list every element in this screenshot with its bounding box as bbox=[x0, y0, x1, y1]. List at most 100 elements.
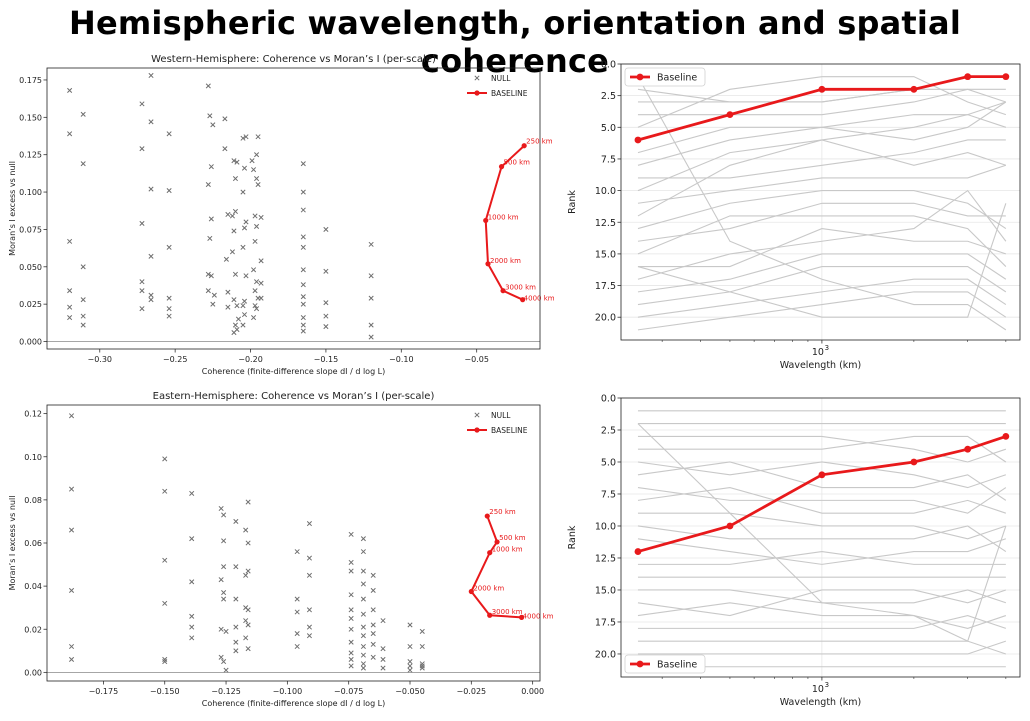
western-scatter-null-point bbox=[324, 269, 328, 273]
eastern-scatter-null-point bbox=[371, 608, 375, 612]
western-scatter-null-point bbox=[149, 297, 153, 301]
eastern-scatter-null-point bbox=[69, 644, 73, 648]
eastern-scatter-null-point bbox=[408, 668, 412, 672]
western-scatter-null-point bbox=[259, 259, 263, 263]
western-scatter-null-point bbox=[242, 166, 246, 170]
western-scatter-null-point bbox=[232, 229, 236, 233]
eastern-scatter-null-point bbox=[381, 657, 385, 661]
eastern-scatter-null-point bbox=[361, 612, 365, 616]
eastern-rank-ytick-label: 15.0 bbox=[595, 585, 616, 596]
western-rank-baseline-point bbox=[1002, 73, 1009, 80]
eastern-scatter-legend-null-label: NULL bbox=[491, 411, 511, 420]
eastern-scatter-null-point bbox=[221, 539, 225, 543]
eastern-scatter-chart: Eastern-Hemisphere: Coherence vs Moran’s… bbox=[0, 388, 545, 721]
western-scatter-null-point bbox=[67, 239, 71, 243]
western-scatter-null-point bbox=[167, 245, 171, 249]
western-scatter-null-point bbox=[67, 132, 71, 136]
western-scatter-null-point bbox=[301, 329, 305, 333]
western-scatter-ytick-label: 0.100 bbox=[19, 188, 42, 197]
western-scatter-null-point bbox=[301, 283, 305, 287]
eastern-scatter-null-point bbox=[420, 629, 424, 633]
western-scatter-null-point bbox=[301, 302, 305, 306]
eastern-scatter-null-point bbox=[221, 565, 225, 569]
western-scatter-null-point bbox=[167, 306, 171, 310]
western-scatter-baseline-label: 3000 km bbox=[505, 284, 536, 292]
western-scatter-null-point bbox=[251, 315, 255, 319]
western-scatter-ytick-label: 0.075 bbox=[19, 225, 42, 234]
western-scatter-null-point bbox=[301, 245, 305, 249]
western-scatter-null-point bbox=[254, 280, 258, 284]
western-scatter-ytick-label: 0.050 bbox=[19, 263, 42, 272]
western-scatter-null-point bbox=[223, 147, 227, 151]
eastern-scatter-null-point bbox=[219, 627, 223, 631]
western-scatter-null-point bbox=[232, 297, 236, 301]
eastern-scatter-null-point bbox=[381, 666, 385, 670]
western-scatter-ytick-label: 0.175 bbox=[19, 76, 42, 85]
western-scatter-null-point bbox=[149, 73, 153, 77]
eastern-rank-ytick-label: 10.0 bbox=[595, 521, 616, 532]
eastern-scatter-ylabel: Moran’s I excess vs null bbox=[8, 496, 17, 591]
eastern-scatter-ytick-label: 0.12 bbox=[24, 410, 42, 419]
western-scatter-null-point bbox=[254, 224, 258, 228]
eastern-scatter-null-point bbox=[349, 651, 353, 655]
eastern-scatter-null-point bbox=[224, 668, 228, 672]
eastern-scatter-null-point bbox=[307, 573, 311, 577]
western-rank-chart: 0.0 2.5 5.0 7.5 10.0 12.5 15.0 17.5 20.0 10 3 Wavel… bbox=[555, 55, 1025, 380]
eastern-scatter-null-point bbox=[408, 623, 412, 627]
eastern-scatter-xtick-label: −0.175 bbox=[89, 687, 119, 696]
eastern-scatter-null-point bbox=[371, 631, 375, 635]
western-scatter-null-point bbox=[250, 158, 254, 162]
eastern-scatter-null-point bbox=[69, 414, 73, 418]
eastern-scatter-ytick-label: 0.10 bbox=[24, 453, 42, 462]
eastern-scatter-baseline-label: 4000 km bbox=[523, 612, 554, 620]
western-scatter-null-point bbox=[140, 289, 144, 293]
western-scatter-null-point bbox=[67, 88, 71, 92]
western-scatter-ytick-label: 0.125 bbox=[19, 151, 42, 160]
western-scatter-ylabel: Moran’s I excess vs null bbox=[8, 161, 17, 256]
western-scatter-null-point bbox=[256, 182, 260, 186]
eastern-rank-baseline-point bbox=[727, 523, 734, 530]
eastern-rank-baseline-point bbox=[1002, 433, 1009, 440]
eastern-scatter-null-point bbox=[234, 625, 238, 629]
western-scatter-null-point bbox=[241, 303, 245, 307]
western-rank-baseline-point bbox=[727, 111, 734, 118]
western-scatter-null-point bbox=[224, 257, 228, 261]
western-scatter-null-point bbox=[241, 323, 245, 327]
western-scatter-null-point bbox=[211, 302, 215, 306]
eastern-scatter-null-point bbox=[408, 664, 412, 668]
western-scatter-null-point bbox=[244, 274, 248, 278]
western-scatter-ytick-label: 0.150 bbox=[19, 113, 42, 122]
eastern-rank-xtick-exponent: 3 bbox=[825, 681, 829, 689]
western-scatter-null-point bbox=[167, 132, 171, 136]
eastern-scatter-null-point bbox=[234, 519, 238, 523]
western-rank-legend-label: Baseline bbox=[657, 73, 697, 84]
eastern-scatter-null-point bbox=[349, 640, 353, 644]
western-scatter-null-point bbox=[67, 305, 71, 309]
eastern-scatter-null-point bbox=[295, 631, 299, 635]
eastern-scatter-null-point bbox=[349, 560, 353, 564]
eastern-scatter-null-point bbox=[69, 588, 73, 592]
eastern-scatter-null-point bbox=[349, 657, 353, 661]
western-scatter-null-point bbox=[167, 314, 171, 318]
western-scatter-baseline-label: 2000 km bbox=[490, 257, 521, 265]
eastern-scatter-null-point bbox=[190, 580, 194, 584]
western-scatter-null-point bbox=[140, 102, 144, 106]
eastern-scatter-xtick-label: −0.025 bbox=[457, 687, 487, 696]
western-scatter-chart: Western-Hemisphere: Coherence vs Moran’s… bbox=[0, 55, 545, 380]
eastern-scatter-ytick-label: 0.02 bbox=[24, 625, 42, 634]
western-scatter-null-point bbox=[149, 120, 153, 124]
eastern-scatter-null-point bbox=[219, 655, 223, 659]
western-scatter-null-point bbox=[226, 212, 230, 216]
western-scatter-null-point bbox=[149, 254, 153, 258]
eastern-scatter-baseline-label: 3000 km bbox=[492, 608, 523, 616]
eastern-scatter-null-point bbox=[243, 528, 247, 532]
western-scatter-null-point bbox=[301, 294, 305, 298]
eastern-scatter-null-point bbox=[349, 532, 353, 536]
western-scatter-legend-baseline-label: BASELINE bbox=[491, 89, 528, 98]
western-scatter-title: Western-Hemisphere: Coherence vs Moran’s… bbox=[151, 54, 436, 65]
western-scatter-null-point bbox=[209, 164, 213, 168]
western-scatter-ytick-label: 0.000 bbox=[19, 338, 42, 347]
western-scatter-null-point bbox=[236, 317, 240, 321]
western-scatter-null-point bbox=[369, 323, 373, 327]
western-scatter-baseline-line bbox=[486, 146, 524, 300]
